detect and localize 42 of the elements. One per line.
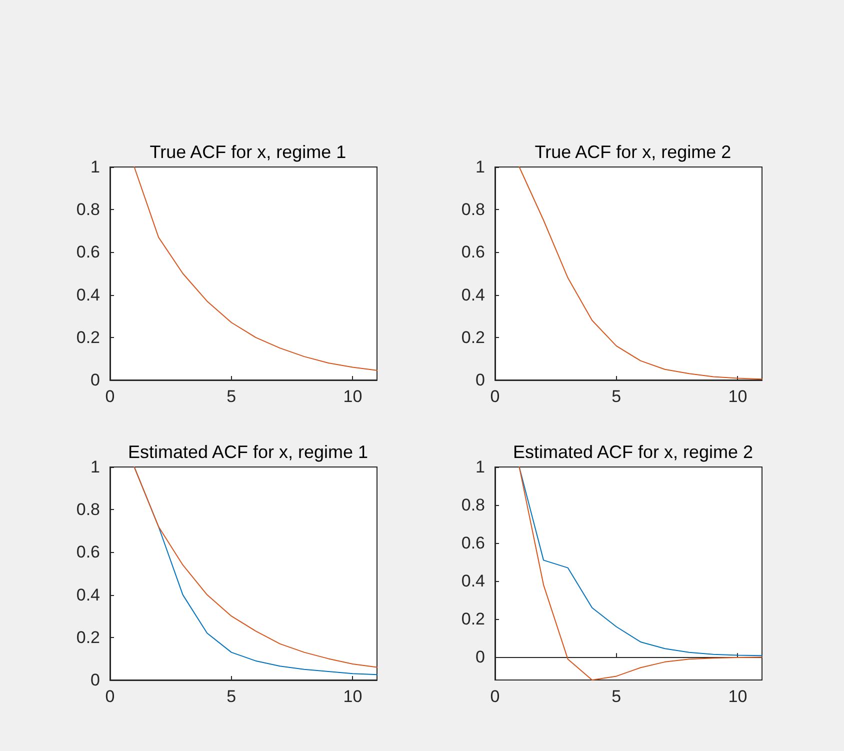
y-tick-label: 0: [90, 670, 100, 690]
x-tick-label: 0: [490, 387, 500, 406]
chart-title: Estimated ACF for x, regime 1: [128, 442, 368, 462]
y-tick-label: 0.6: [76, 542, 100, 562]
x-tick-label: 10: [728, 387, 748, 406]
x-tick-label: 5: [226, 387, 236, 406]
y-tick-label: 1: [476, 458, 485, 476]
x-tick-label: 0: [490, 687, 500, 706]
y-tick-label: 0.8: [461, 200, 485, 220]
y-tick-label: 0: [90, 370, 100, 390]
y-tick-label: 0.2: [461, 328, 485, 347]
chart-title: True ACF for x, regime 1: [150, 142, 346, 162]
y-tick-label: 0: [476, 648, 485, 667]
chart-title: Estimated ACF for x, regime 2: [512, 442, 754, 462]
y-tick-label: 0.4: [461, 285, 485, 304]
x-tick-label: 0: [105, 687, 115, 706]
y-tick-label: 0.2: [76, 328, 100, 347]
line-series: [134, 166, 378, 371]
y-tick-label: 0.8: [461, 496, 485, 515]
y-tick-label: 0.8: [76, 200, 100, 220]
y-tick-label: 0.4: [76, 285, 100, 304]
x-tick-label: 10: [728, 687, 748, 706]
y-tick-label: 0: [476, 370, 485, 390]
x-tick-label: 5: [226, 687, 236, 706]
y-tick-label: 1: [90, 158, 100, 176]
y-tick-label: 0.4: [461, 572, 485, 591]
y-tick-label: 0.8: [76, 500, 100, 520]
y-tick-label: 0.6: [461, 534, 485, 553]
y-tick-label: 0.4: [76, 585, 100, 604]
y-tick-label: 1: [90, 458, 100, 476]
x-tick-label: 10: [343, 687, 362, 706]
y-tick-label: 0.6: [461, 242, 485, 262]
y-tick-label: 0.2: [76, 628, 100, 647]
x-tick-label: 10: [343, 387, 362, 406]
line-series: [518, 166, 762, 380]
y-tick-label: 0.2: [461, 610, 485, 629]
x-tick-label: 0: [105, 387, 115, 406]
x-tick-label: 5: [612, 687, 622, 706]
chart-title: True ACF for x, regime 2: [534, 142, 732, 162]
y-tick-label: 1: [476, 158, 485, 176]
x-tick-label: 5: [612, 387, 622, 406]
y-tick-label: 0.6: [76, 242, 100, 262]
